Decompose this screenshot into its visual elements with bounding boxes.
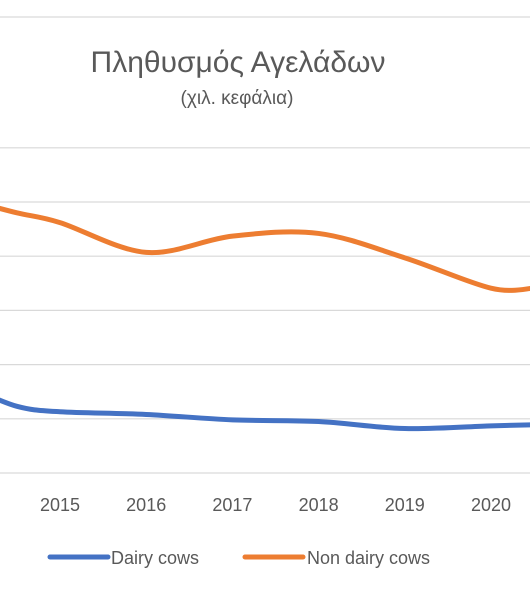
chart-title: Πληθυσμός Αγελάδων [91, 46, 386, 79]
x-axis-ticks: 2015 2016 2017 2018 2019 2020 [40, 495, 511, 515]
series-layer [0, 205, 530, 432]
gridlines [0, 16, 530, 474]
series-line-dairy-cows [0, 397, 530, 432]
series-line-non-dairy-cows [0, 205, 530, 293]
legend: Dairy cows Non dairy cows [47, 548, 430, 568]
x-tick-label: 2018 [299, 495, 339, 515]
x-tick-label: 2016 [126, 495, 166, 515]
x-tick-label: 2019 [385, 495, 425, 515]
x-tick-label: 2017 [212, 495, 252, 515]
x-tick-label: 2020 [471, 495, 511, 515]
chart-subtitle: (χιλ. κεφάλια) [181, 88, 294, 109]
x-tick-label: 2015 [40, 495, 80, 515]
legend-label: Non dairy cows [307, 548, 430, 568]
legend-label: Dairy cows [111, 548, 199, 568]
